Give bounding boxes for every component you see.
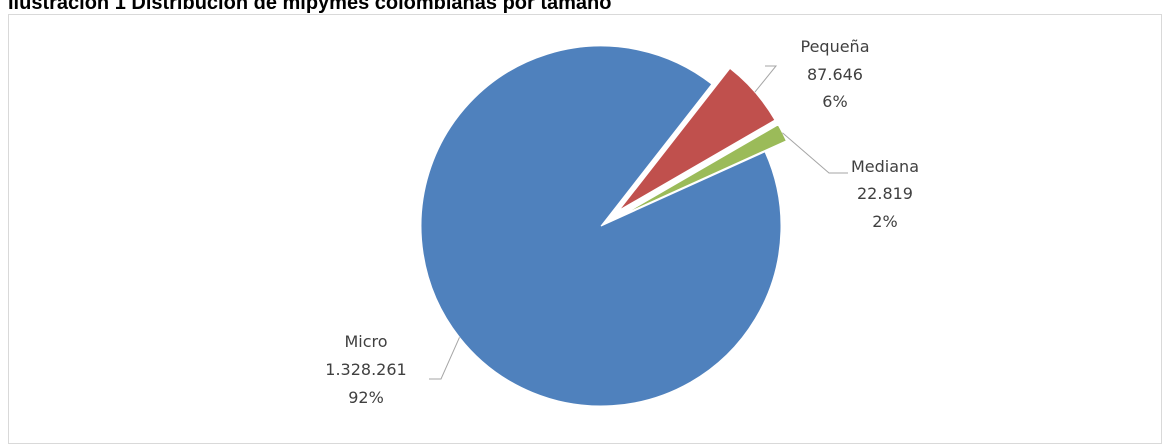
slice-label-pequena-name: Pequeña (800, 37, 869, 56)
slice-label-pequena-value: 87.646 (807, 65, 863, 84)
leader-line-micro (429, 337, 460, 380)
slice-label-mediana-name: Mediana (851, 157, 919, 176)
pie-slice-pequena (618, 67, 776, 211)
pie-slice-micro (420, 45, 782, 407)
pie-slices (420, 45, 787, 407)
pie-chart: Pequeña 87.646 6% Mediana 22.819 2% Micr… (325, 37, 919, 407)
figure-caption: Ilustración 1 Distribución de mipymes co… (8, 0, 612, 14)
chart-area: Pequeña 87.646 6% Mediana 22.819 2% Micr… (8, 14, 1162, 444)
slice-label-micro-percent: 92% (348, 388, 384, 407)
slice-label-pequena-percent: 6% (822, 92, 847, 111)
leader-line-mediana (782, 132, 848, 174)
slice-label-micro-name: Micro (344, 332, 387, 351)
slice-label-mediana-value: 22.819 (857, 184, 913, 203)
slice-label-mediana-percent: 2% (872, 212, 897, 231)
slice-label-micro-value: 1.328.261 (325, 360, 406, 379)
leader-line-pequena (754, 65, 778, 93)
leader-lines (429, 65, 848, 380)
